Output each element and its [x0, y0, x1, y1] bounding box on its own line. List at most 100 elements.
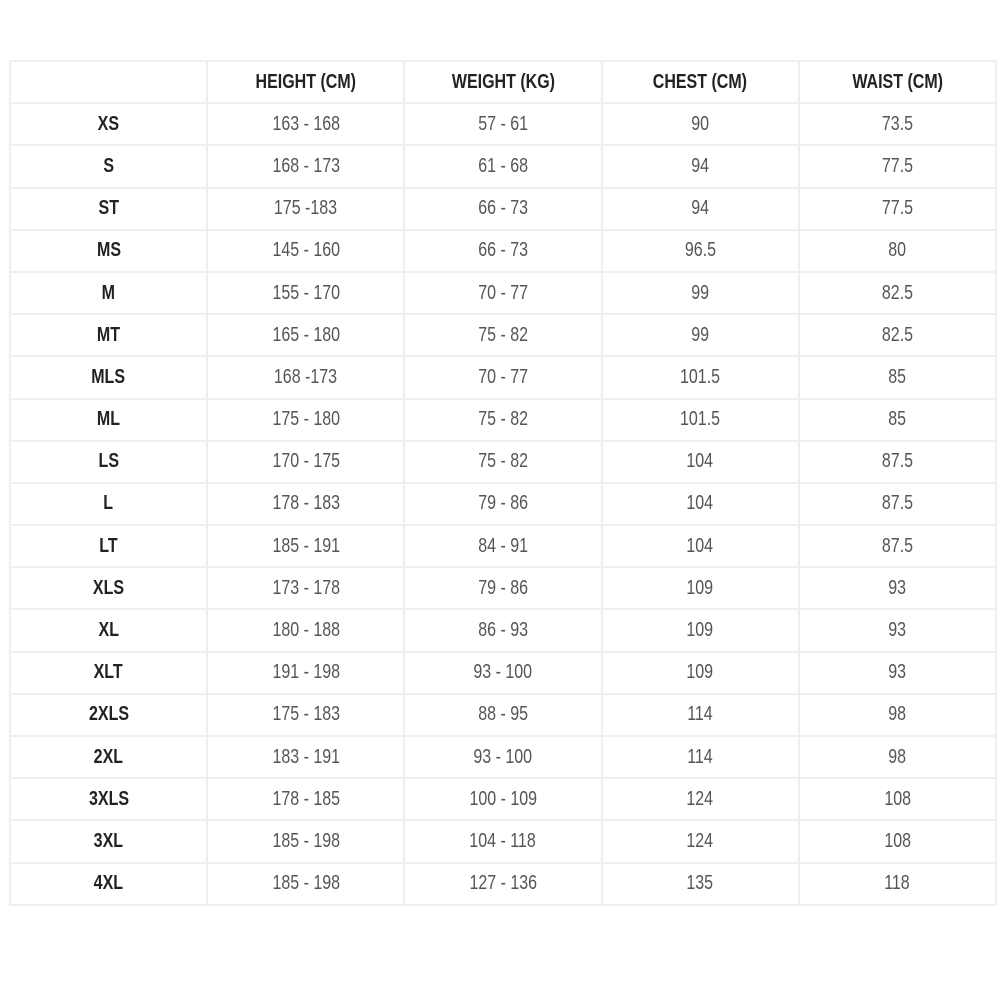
- cell-waist: 85: [797, 397, 998, 442]
- cell-size: S: [8, 144, 209, 189]
- cell-value: 4XL: [93, 872, 124, 895]
- cell-value: 183 - 191: [271, 745, 340, 768]
- cell-value: 94: [691, 154, 710, 177]
- cell-value: 93: [888, 619, 907, 642]
- cell-size: LT: [8, 524, 209, 569]
- cell-waist: 80: [797, 228, 998, 273]
- cell-waist: 73.5: [797, 102, 998, 147]
- cell-value: 93 - 100: [473, 745, 533, 768]
- cell-size: ML: [8, 397, 209, 442]
- cell-waist: 87.5: [797, 439, 998, 484]
- cell-size: MT: [8, 313, 209, 358]
- cell-value: 2XL: [93, 745, 124, 768]
- cell-value: 87.5: [881, 492, 913, 515]
- cell-value: 75 - 82: [478, 323, 528, 346]
- cell-height: 175 - 183: [206, 692, 406, 738]
- cell-weight: 75 - 82: [403, 439, 603, 484]
- cell-value: 124: [686, 787, 714, 810]
- cell-weight: 61 - 68: [403, 144, 603, 189]
- cell-waist: 93: [797, 650, 998, 695]
- table-row: XL 180 - 188 86 - 93 109 93: [8, 608, 998, 653]
- cell-waist: 93: [797, 608, 998, 653]
- cell-value: 135: [686, 872, 714, 895]
- cell-weight: 70 - 77: [403, 355, 603, 400]
- cell-value: 124: [686, 829, 714, 852]
- cell-waist: 85: [797, 355, 998, 400]
- cell-value: 185 - 198: [271, 829, 340, 852]
- cell-value: 86 - 93: [478, 619, 528, 642]
- cell-waist: 93: [797, 566, 998, 611]
- cell-chest: 124: [600, 777, 800, 822]
- cell-value: 175 - 180: [271, 408, 340, 431]
- cell-size: MLS: [8, 355, 209, 400]
- cell-value: 175 -183: [274, 197, 338, 220]
- table-row: LT 185 - 191 84 - 91 104 87.5: [8, 524, 998, 569]
- cell-size: XLT: [8, 650, 209, 695]
- cell-value: 168 -173: [274, 365, 338, 388]
- cell-value: 93: [888, 661, 907, 684]
- cell-value: XL: [98, 619, 119, 642]
- cell-value: 191 - 198: [271, 661, 340, 684]
- cell-value: 2XLS: [88, 703, 129, 726]
- cell-weight: 66 - 73: [403, 228, 603, 273]
- cell-value: 114: [687, 745, 713, 768]
- cell-value: XS: [97, 112, 120, 135]
- cell-value: 84 - 91: [478, 534, 528, 557]
- cell-height: 165 - 180: [206, 313, 406, 358]
- cell-waist: 82.5: [797, 313, 998, 358]
- cell-value: 104: [686, 450, 714, 473]
- cell-value: M: [101, 281, 116, 304]
- cell-value: LS: [98, 450, 119, 473]
- cell-weight: 93 - 100: [403, 734, 603, 780]
- cell-value: 165 - 180: [271, 323, 340, 346]
- cell-height: 163 - 168: [206, 102, 406, 147]
- cell-height: 173 - 178: [206, 566, 406, 611]
- cell-chest: 90: [600, 102, 800, 147]
- cell-value: 98: [888, 703, 907, 726]
- cell-height: 185 - 191: [206, 524, 406, 569]
- cell-chest: 114: [600, 734, 800, 780]
- header-row: HEIGHT (CM) WEIGHT (KG) CHEST (CM) WAIST (C…: [8, 59, 998, 105]
- cell-height: 170 - 175: [206, 439, 406, 484]
- cell-size: M: [8, 270, 209, 316]
- cell-value: 94: [691, 197, 710, 220]
- cell-chest: 109: [600, 608, 800, 653]
- cell-chest: 94: [600, 144, 800, 189]
- cell-value: MT: [97, 323, 121, 346]
- cell-size: 3XL: [8, 819, 209, 864]
- cell-value: 155 - 170: [271, 281, 340, 304]
- cell-size: 3XLS: [8, 777, 209, 822]
- cell-chest: 101.5: [600, 355, 800, 400]
- cell-size: L: [8, 481, 209, 527]
- cell-size: ST: [8, 186, 209, 231]
- cell-value: 87.5: [881, 534, 913, 557]
- table-row: 3XLS 178 - 185 100 - 109 124 108: [8, 777, 998, 822]
- cell-value: 82.5: [881, 281, 913, 304]
- column-header-label: WAIST (CM): [852, 70, 943, 93]
- cell-height: 168 -173: [206, 355, 406, 400]
- cell-value: 109: [686, 661, 714, 684]
- cell-chest: 94: [600, 186, 800, 231]
- cell-chest: 104: [600, 524, 800, 569]
- cell-weight: 88 - 95: [403, 692, 603, 738]
- column-header-label: HEIGHT (CM): [255, 70, 356, 93]
- column-header-waist: WAIST (CM): [797, 59, 998, 105]
- cell-waist: 77.5: [797, 186, 998, 231]
- size-chart-table: HEIGHT (CM) WEIGHT (KG) CHEST (CM) WAIST (C…: [8, 59, 998, 906]
- cell-value: 61 - 68: [478, 154, 528, 177]
- cell-chest: 104: [600, 481, 800, 527]
- cell-value: 57 - 61: [478, 112, 528, 135]
- cell-value: 93: [888, 576, 907, 599]
- table-row: MS 145 - 160 66 - 73 96.5 80: [8, 228, 998, 273]
- table-row: S 168 - 173 61 - 68 94 77.5: [8, 144, 998, 189]
- cell-weight: 86 - 93: [403, 608, 603, 653]
- cell-size: LS: [8, 439, 209, 484]
- table-row: ST 175 -183 66 - 73 94 77.5: [8, 186, 998, 231]
- cell-chest: 99: [600, 313, 800, 358]
- cell-value: 185 - 198: [271, 872, 340, 895]
- cell-height: 191 - 198: [206, 650, 406, 695]
- cell-weight: 75 - 82: [403, 397, 603, 442]
- table-row: 3XL 185 - 198 104 - 118 124 108: [8, 819, 998, 864]
- cell-chest: 124: [600, 819, 800, 864]
- cell-weight: 93 - 100: [403, 650, 603, 695]
